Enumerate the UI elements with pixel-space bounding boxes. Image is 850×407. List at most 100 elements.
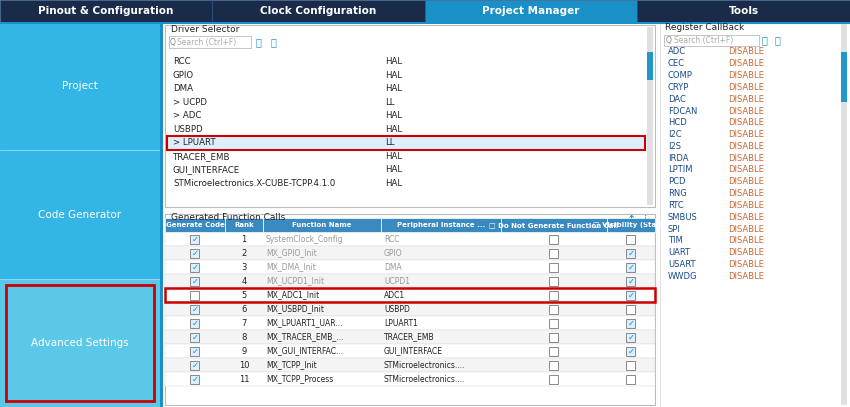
Bar [626,291,636,300]
Text: UCPD1: UCPD1 [384,276,410,285]
Text: USBPD: USBPD [173,125,202,134]
Text: SPI: SPI [668,225,681,234]
Text: GUI_INTERFACE: GUI_INTERFACE [384,346,443,355]
Text: FDCAN: FDCAN [668,107,697,116]
Text: DISABLE: DISABLE [728,166,764,175]
Text: HAL: HAL [385,71,402,80]
Text: ADC1: ADC1 [384,291,405,300]
Text: I2S: I2S [668,142,681,151]
Text: 7: 7 [241,319,246,328]
Text: DISABLE: DISABLE [728,130,764,139]
Bar [647,52,653,80]
Text: MX_DMA_Init: MX_DMA_Init [266,263,316,271]
Text: CEC: CEC [668,59,685,68]
Text: MX_TCPP_Process: MX_TCPP_Process [266,374,333,383]
Bar [165,316,655,330]
Bar [160,22,660,407]
Text: Advanced Settings: Advanced Settings [31,338,129,348]
Text: ✓: ✓ [191,234,199,243]
Bar [607,218,655,232]
Text: STMicroelectronics....: STMicroelectronics.... [384,361,465,370]
Text: LL: LL [385,138,394,147]
Text: 1: 1 [241,234,246,243]
Text: 5: 5 [241,291,246,300]
Text: HCD: HCD [668,118,687,127]
Text: Function Name: Function Name [292,222,352,228]
Text: ✓: ✓ [191,263,199,271]
Text: DISABLE: DISABLE [728,213,764,222]
Bar [190,291,200,300]
Text: ✓: ✓ [627,333,634,341]
Text: PCD: PCD [668,177,685,186]
Text: DISABLE: DISABLE [728,272,764,281]
Bar [549,304,558,313]
Text: RNG: RNG [668,189,687,198]
Text: 6: 6 [241,304,246,313]
Bar [664,35,759,46]
Bar [160,22,163,407]
Text: DISABLE: DISABLE [728,189,764,198]
Text: DISABLE: DISABLE [728,260,764,269]
Text: Q: Q [666,36,672,45]
Text: Project Manager: Project Manager [482,6,580,16]
Bar [165,372,655,386]
Text: MX_TCPP_Init: MX_TCPP_Init [266,361,317,370]
Bar [549,374,558,383]
Bar [626,361,636,370]
Text: USART: USART [668,260,695,269]
Bar [165,214,655,405]
Bar [0,22,160,407]
Text: MX_GPIO_Init: MX_GPIO_Init [266,249,317,258]
Text: RTC: RTC [668,201,683,210]
Text: Peripheral Instance ...: Peripheral Instance ... [397,222,485,228]
Text: GPIO: GPIO [173,71,194,80]
Text: MX_LPUART1_UAR...: MX_LPUART1_UAR... [266,319,343,328]
Bar [549,333,558,341]
Bar [626,346,636,355]
Bar [190,346,200,355]
Text: SMBUS: SMBUS [668,213,698,222]
Text: Rank: Rank [234,222,254,228]
Text: HAL: HAL [385,179,402,188]
Text: HAL: HAL [385,57,402,66]
Text: DISABLE: DISABLE [728,225,764,234]
Text: Tools: Tools [728,6,758,16]
Bar [190,374,200,383]
Text: 9: 9 [241,346,246,355]
Text: MX_UCPD1_Init: MX_UCPD1_Init [266,276,324,285]
Text: > UCPD: > UCPD [173,98,207,107]
Text: DISABLE: DISABLE [728,71,764,80]
Text: SystemClock_Config: SystemClock_Config [266,234,343,243]
Text: DISABLE: DISABLE [728,154,764,163]
Bar [0,22,850,24]
Text: I2C: I2C [668,130,682,139]
Text: ADC: ADC [668,48,686,57]
Bar [165,358,655,372]
Bar [549,249,558,258]
Text: TRACER_EMB: TRACER_EMB [384,333,434,341]
Bar [190,249,200,258]
Bar [549,346,558,355]
Text: DISABLE: DISABLE [728,118,764,127]
Bar [626,319,636,328]
Text: ✓: ✓ [191,346,199,355]
Bar [0,22,160,150]
Text: CRYP: CRYP [668,83,689,92]
Text: GPIO: GPIO [384,249,403,258]
Text: RCC: RCC [173,57,190,66]
Bar [167,136,645,149]
Text: DMA: DMA [173,84,193,93]
Text: DISABLE: DISABLE [728,201,764,210]
Bar [165,274,655,288]
Bar [626,276,636,285]
Bar [165,288,655,302]
Text: MX_TRACER_EMB_...: MX_TRACER_EMB_... [266,333,343,341]
Text: HAL: HAL [385,125,402,134]
Bar [190,333,200,341]
Text: HAL: HAL [385,152,402,161]
Text: COMP: COMP [668,71,693,80]
Text: 4: 4 [241,276,246,285]
Bar [549,234,558,243]
Bar [165,246,655,260]
Text: ✓: ✓ [191,333,199,341]
